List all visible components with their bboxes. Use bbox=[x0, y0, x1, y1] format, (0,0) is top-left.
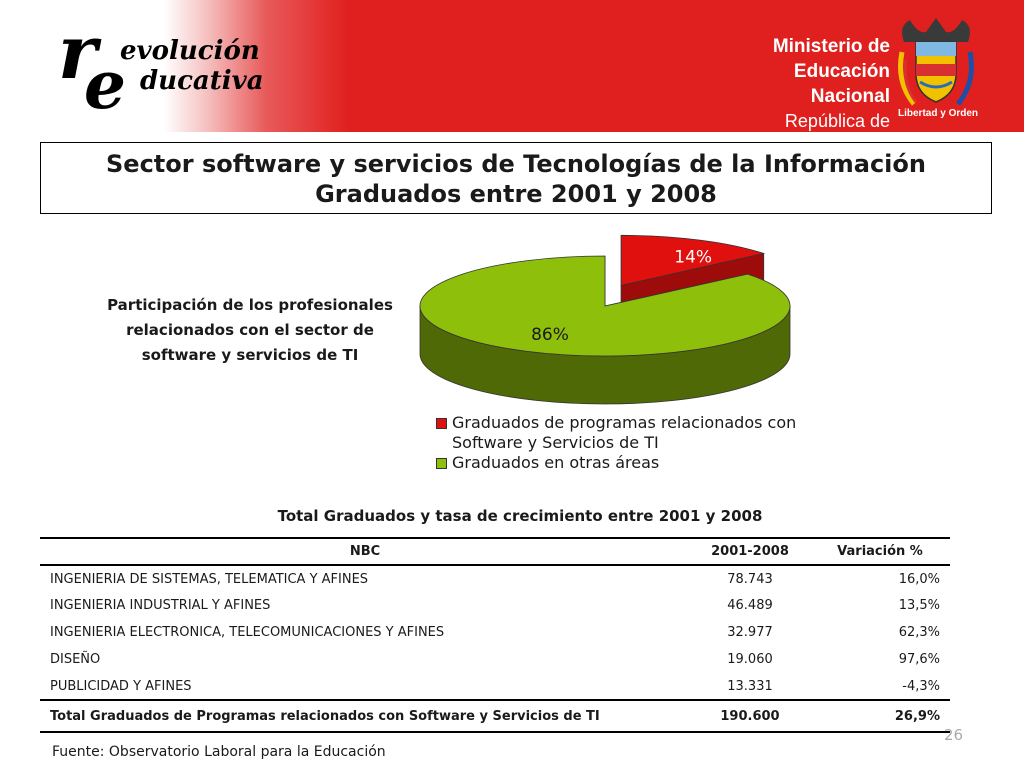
slice-label-0: 14% bbox=[674, 247, 712, 267]
caption-line-3: software y servicios de TI bbox=[141, 346, 359, 364]
cell-variacion: 62,3% bbox=[898, 625, 940, 640]
table-row: INGENIERIA DE SISTEMAS, TELEMATICA Y AFI… bbox=[40, 565, 950, 592]
title-line-1: Sector software y servicios de Tecnologí… bbox=[106, 150, 926, 178]
table-row: INGENIERIA ELECTRONICA, TELECOMUNICACION… bbox=[40, 619, 950, 646]
table-header-row: NBC 2001-2008 Variación % bbox=[40, 537, 950, 566]
motto: Libertad y Orden bbox=[898, 108, 979, 119]
cell-total: 13.331 bbox=[727, 678, 773, 694]
table-total-row: Total Graduados de Programas relacionado… bbox=[40, 699, 950, 733]
total-variacion: 26,9% bbox=[820, 699, 950, 733]
cell-variacion: -4,3% bbox=[902, 678, 940, 694]
logo-word-1: evolución bbox=[120, 36, 260, 66]
legend-item-otras: Graduados en otras áreas bbox=[436, 453, 796, 473]
page-number: 26 bbox=[944, 726, 964, 744]
legend-swatch-otras bbox=[436, 458, 447, 469]
caption-line-1: Participación de los profesionales bbox=[107, 296, 393, 314]
table-title: Total Graduados y tasa de crecimiento en… bbox=[277, 507, 763, 525]
revolucion-educativa-logo: r e evolución ducativa bbox=[50, 16, 280, 124]
graduates-table: NBC 2001-2008 Variación % INGENIERIA DE … bbox=[40, 537, 950, 733]
caption-line-2: relacionados con el sector de bbox=[126, 321, 374, 339]
source-note: Fuente: Observatorio Laboral para la Edu… bbox=[52, 744, 386, 760]
total-value: 190.600 bbox=[680, 699, 820, 733]
logo-letter-r: r bbox=[58, 10, 97, 96]
slice-label-1: 86% bbox=[531, 325, 569, 345]
legend-swatch-software bbox=[436, 418, 447, 429]
cell-variacion: 97,6% bbox=[898, 652, 940, 667]
header-variacion: Variación % bbox=[820, 537, 950, 566]
cell-nbc: PUBLICIDAD Y AFINES bbox=[50, 678, 192, 694]
cell-nbc: INGENIERIA INDUSTRIAL Y AFINES bbox=[50, 598, 271, 613]
chart-caption: Participación de los profesionales relac… bbox=[80, 293, 420, 368]
header-nbc: NBC bbox=[40, 537, 680, 566]
pie-chart: 14% 86% bbox=[419, 234, 791, 405]
total-label: Total Graduados de Programas relacionado… bbox=[40, 699, 680, 733]
cell-variacion: 13,5% bbox=[898, 598, 940, 613]
pie-slice-1 bbox=[419, 255, 791, 405]
table-row: DISEÑO 19.060 97,6% bbox=[40, 646, 950, 673]
logo-letter-e: e bbox=[84, 46, 126, 124]
legend-label-software-2: Software y Servicios de TI bbox=[452, 433, 659, 452]
ministry-line-1: Ministerio de bbox=[772, 36, 890, 57]
ministry-line-3: República de Colombia bbox=[784, 111, 890, 155]
legend-label-software-1: Graduados de programas relacionados con bbox=[452, 413, 797, 432]
logo-word-2: ducativa bbox=[140, 66, 264, 96]
cell-nbc: INGENIERIA ELECTRONICA, TELECOMUNICACION… bbox=[50, 625, 445, 640]
slide-title: Sector software y servicios de Tecnologí… bbox=[40, 142, 992, 214]
cell-nbc: DISEÑO bbox=[50, 652, 101, 667]
table-row: PUBLICIDAD Y AFINES 13.331 -4,3% bbox=[40, 673, 950, 700]
cell-total: 32.977 bbox=[727, 625, 773, 640]
ministry-name: Ministerio de Educación Nacional Repúbli… bbox=[712, 34, 890, 157]
cell-total: 46.489 bbox=[727, 598, 773, 613]
coat-of-arms-icon bbox=[898, 18, 974, 106]
title-line-2: Graduados entre 2001 y 2008 bbox=[315, 180, 717, 208]
table-row: INGENIERIA INDUSTRIAL Y AFINES 46.489 13… bbox=[40, 592, 950, 619]
cell-variacion: 16,0% bbox=[898, 571, 940, 587]
cell-total: 78.743 bbox=[727, 571, 773, 587]
ministry-line-2: Educación Nacional bbox=[793, 61, 890, 107]
legend-item-software: Graduados de programas relacionados con … bbox=[436, 413, 796, 453]
header-banner: r e evolución ducativa Ministerio de Edu… bbox=[0, 0, 1024, 155]
chart-legend: Graduados de programas relacionados con … bbox=[436, 413, 796, 473]
legend-label-otras: Graduados en otras áreas bbox=[452, 453, 660, 472]
cell-total: 19.060 bbox=[727, 652, 773, 667]
cell-nbc: INGENIERIA DE SISTEMAS, TELEMATICA Y AFI… bbox=[50, 571, 369, 587]
header-years: 2001-2008 bbox=[680, 537, 820, 566]
